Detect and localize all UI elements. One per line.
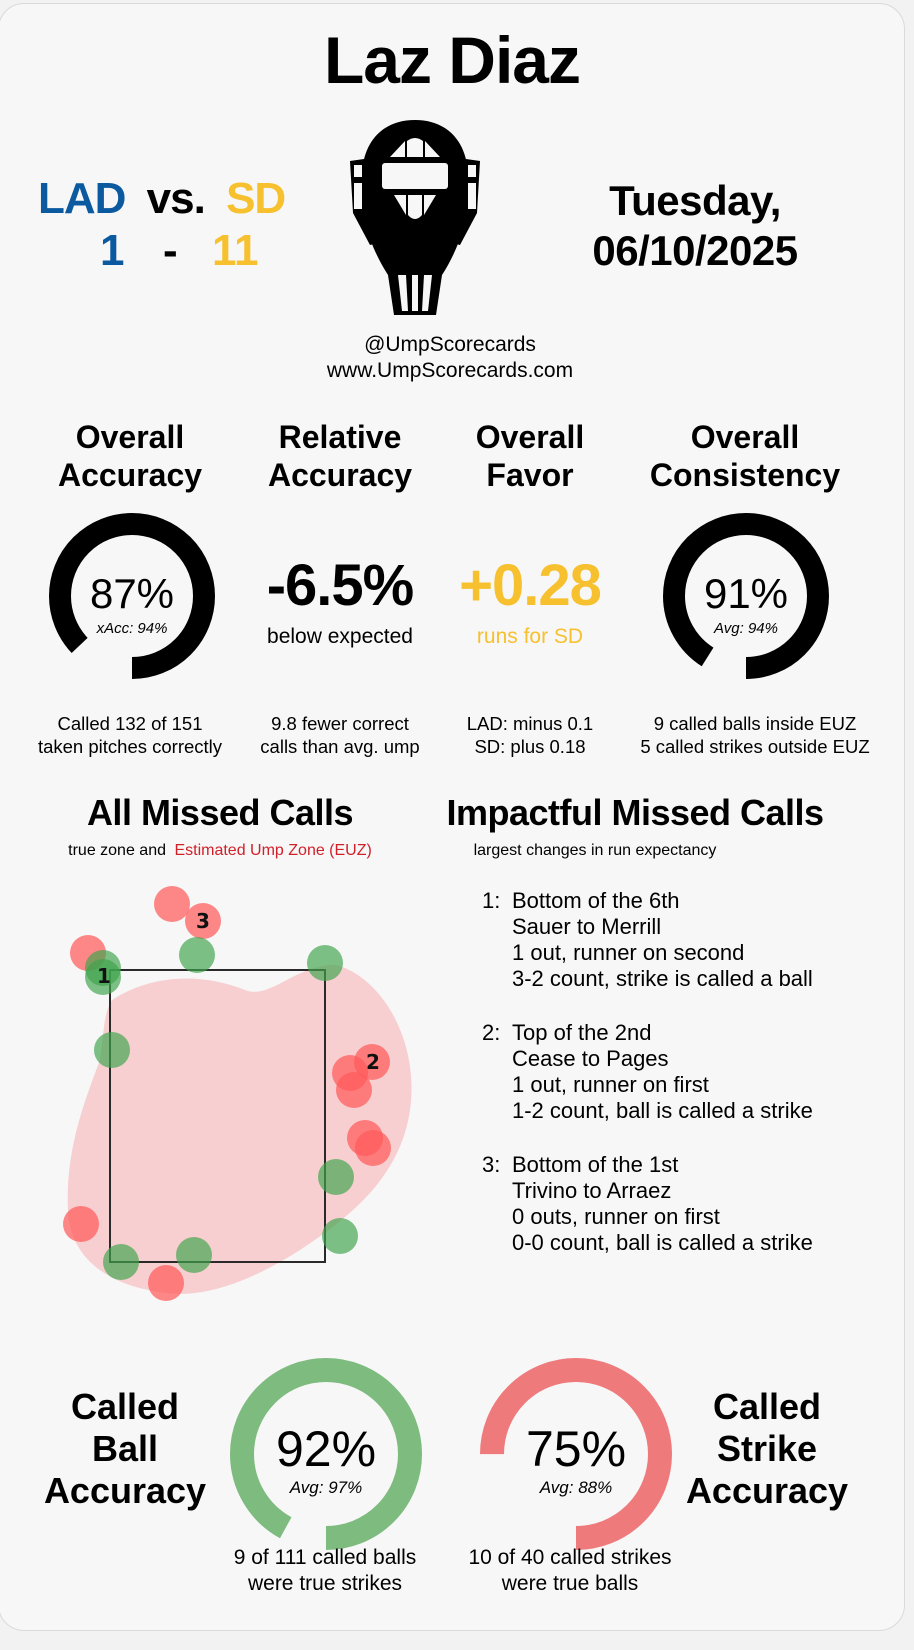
call-matchup: Cease to Pages [512, 1046, 669, 1071]
impactful-missed-calls-subtitle: largest changes in run expectancy [473, 842, 717, 859]
call-detail: 1-2 count, ball is called a strike [512, 1098, 813, 1123]
overall-favor-value: +0.28 [459, 553, 602, 618]
away-team: LAD [38, 174, 126, 223]
game-date-value: 06/10/2025 [592, 227, 798, 274]
called-strike-ring [480, 1358, 672, 1550]
missed-call-label-2: 2 [366, 1050, 380, 1074]
all-missed-calls-subtitle: true zone and Estimated Ump Zone (EUZ) [20, 842, 420, 860]
overall-consistency-ring [663, 513, 829, 679]
called-strike-accuracy-title: Called Strike Accuracy [672, 1386, 862, 1512]
call-situation: 1 out, runner on first [512, 1072, 709, 1097]
note-line: were true strikes [247, 1572, 403, 1595]
title-line: Relative [278, 419, 402, 455]
relative-accuracy-title: Relative Accuracy [240, 418, 440, 494]
title-line: Accuracy [57, 457, 203, 493]
matchup: LAD vs. SD [38, 174, 286, 224]
called-ball-value: 92% [275, 1421, 377, 1477]
subtitle-true-zone: true zone and [68, 842, 166, 859]
title-line: Called [712, 1386, 822, 1427]
title-line: Favor [486, 457, 574, 493]
title-line: Called [70, 1386, 180, 1427]
game-day: Tuesday, [609, 177, 781, 224]
game-date: Tuesday, 06/10/2025 [560, 176, 830, 276]
impactful-missed-calls-title: Impactful Missed Calls [446, 792, 824, 833]
missed-call-label-3: 3 [196, 909, 210, 933]
note-line: 5 called strikes outside EUZ [640, 736, 870, 757]
called-ball-ring [230, 1358, 422, 1550]
relative-accuracy-value: -6.5% [266, 553, 415, 618]
called-ball-accuracy-title: Called Ball Accuracy [20, 1386, 230, 1512]
note-line: Called 132 of 151 [57, 713, 203, 734]
relative-accuracy-sub: below expected [267, 625, 413, 648]
call-situation: 1 out, runner on second [512, 940, 745, 965]
note-line: taken pitches correctly [37, 736, 223, 757]
score-separator: - [163, 226, 178, 275]
note-line: were true balls [501, 1572, 639, 1595]
call-number: 3: [482, 1152, 501, 1177]
note-line: 10 of 40 called strikes [468, 1546, 672, 1569]
call-number: 2: [482, 1020, 501, 1045]
called-ball-avg: Avg: 97% [289, 1478, 363, 1497]
call-detail: 0-0 count, ball is called a strike [512, 1230, 813, 1255]
social-links: @UmpScorecards www.UmpScorecards.com [250, 332, 650, 384]
call-inning: Bottom of the 1st [512, 1152, 679, 1177]
title-line: Overall [690, 419, 800, 455]
called-strike-note: 10 of 40 called strikes were true balls [440, 1545, 700, 1597]
call-number: 1: [482, 888, 501, 913]
note-line: SD: plus 0.18 [474, 736, 586, 757]
home-score: 11 [212, 226, 259, 275]
true-zone-rect [109, 969, 326, 1263]
note-line: 9 called balls inside EUZ [653, 713, 857, 734]
missed-call-label-1: 1 [97, 964, 111, 988]
vs-label: vs. [146, 174, 206, 223]
overall-accuracy-ring [49, 513, 215, 679]
called-strike-value: 75% [525, 1421, 627, 1477]
all-missed-calls-title: All Missed Calls [86, 792, 354, 833]
title-line: Consistency [649, 457, 841, 493]
title-line: Overall [475, 419, 585, 455]
title-line: Accuracy [43, 1470, 207, 1511]
relative-accuracy-note: 9.8 fewer correct calls than avg. ump [240, 712, 440, 758]
overall-consistency-avg: Avg: 94% [714, 620, 778, 637]
note-line: calls than avg. ump [260, 736, 420, 757]
overall-consistency-title: Overall Consistency [620, 418, 870, 494]
overall-accuracy-note: Called 132 of 151 taken pitches correctl… [10, 712, 250, 758]
call-matchup: Sauer to Merrill [512, 914, 662, 939]
twitter-handle[interactable]: @UmpScorecards [364, 333, 536, 356]
away-score: 1 [100, 226, 125, 275]
call-inning: Top of the 2nd [512, 1020, 652, 1045]
note-line: LAD: minus 0.1 [466, 713, 594, 734]
missed-calls-plot: 1 2 3 [63, 886, 412, 1301]
note-line: 9.8 fewer correct [271, 713, 409, 734]
call-situation: 0 outs, runner on first [512, 1204, 720, 1229]
overall-consistency-value: 91% [703, 570, 789, 617]
title-line: Accuracy [267, 457, 413, 493]
title-line: Ball [91, 1428, 159, 1469]
title-line: Accuracy [685, 1470, 849, 1511]
overall-accuracy-xacc: xAcc: 94% [96, 620, 168, 637]
subtitle-euz: Estimated Ump Zone (EUZ) [174, 842, 372, 859]
umpire-name: Laz Diaz [323, 23, 581, 97]
called-strike-avg: Avg: 88% [539, 1478, 613, 1497]
call-inning: Bottom of the 6th [512, 888, 680, 913]
overall-favor-title: Overall Favor [430, 418, 630, 494]
umpire-mask-icon [350, 120, 480, 315]
scorecard-card [0, 3, 905, 1631]
overall-accuracy-value: 87% [89, 570, 175, 617]
note-line: 9 of 111 called balls [233, 1546, 417, 1569]
called-ball-note: 9 of 111 called balls were true strikes [200, 1545, 450, 1597]
overall-favor-note: LAD: minus 0.1 SD: plus 0.18 [430, 712, 630, 758]
overall-favor-sub: runs for SD [476, 625, 584, 648]
website-link[interactable]: www.UmpScorecards.com [326, 359, 574, 382]
call-detail: 3-2 count, strike is called a ball [512, 966, 813, 991]
strike-called-ball-dots [85, 937, 358, 1280]
title-line: Strike [716, 1428, 818, 1469]
overall-accuracy-title: Overall Accuracy [30, 418, 230, 494]
title-line: Overall [75, 419, 185, 455]
call-matchup: Trivino to Arraez [512, 1178, 672, 1203]
overall-consistency-note: 9 called balls inside EUZ 5 called strik… [620, 712, 890, 758]
home-team: SD [226, 174, 286, 223]
